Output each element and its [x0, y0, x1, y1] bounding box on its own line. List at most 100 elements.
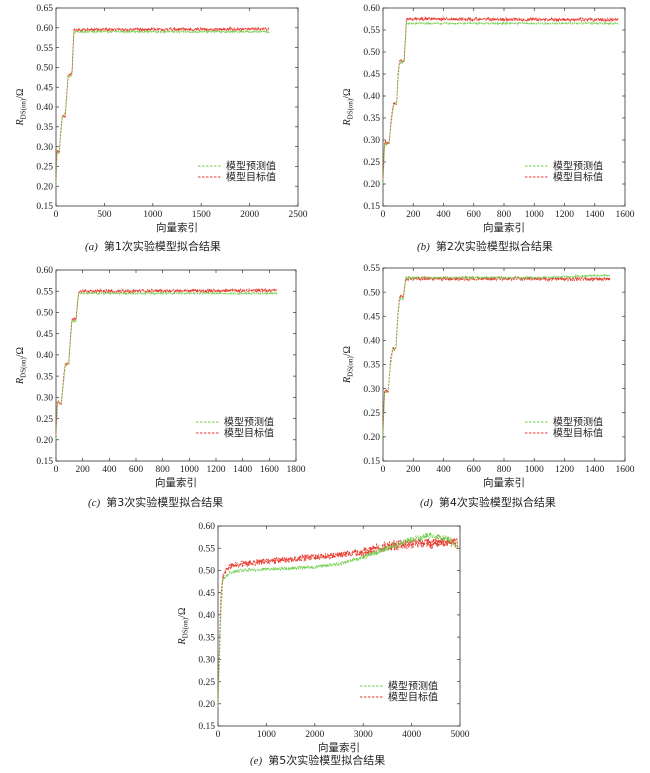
y-tick-label: 0.45: [363, 70, 380, 80]
x-tick-label: 1200: [555, 210, 574, 220]
series-line-predicted: [55, 29, 270, 186]
y-tick-label: 0.35: [363, 114, 380, 124]
series-line-predicted: [55, 291, 278, 440]
x-tick-label: 1400: [585, 465, 604, 475]
x-tick-label: 200: [76, 465, 91, 475]
x-tick-label: 1600: [260, 465, 279, 475]
plot-frame: [55, 269, 297, 462]
y-tick-label: 0.45: [36, 330, 53, 340]
y-tick-label: 0.35: [36, 123, 53, 133]
y-tick-label: 0.30: [198, 656, 215, 666]
y-tick-label: 0.45: [198, 589, 215, 599]
plot-frame: [217, 525, 461, 727]
x-tick-label: 600: [467, 210, 482, 220]
y-tick-label: 0.60: [36, 266, 53, 276]
x-tick-label: 1000: [525, 210, 544, 220]
x-tick-label: 2000: [305, 730, 324, 740]
legend-label: 模型预测值: [553, 160, 603, 173]
y-tick-label: 0.35: [363, 361, 380, 371]
y-tick-label: 0.65: [36, 4, 53, 14]
y-tick-label: 0.20: [363, 180, 380, 190]
series-line-target: [55, 26, 270, 182]
x-tick-label: 3000: [354, 730, 373, 740]
x-tick-label: 1600: [616, 210, 635, 220]
x-tick-label: 1000: [257, 730, 276, 740]
x-axis-label: 向量索引: [156, 221, 198, 234]
y-tick-label: 0.60: [198, 522, 215, 532]
series-line-target: [217, 536, 459, 698]
x-tick-label: 1000: [143, 210, 162, 220]
y-tick-label: 0.35: [198, 633, 215, 643]
y-tick-label: 0.60: [36, 24, 53, 34]
series-line-predicted: [382, 20, 620, 184]
y-tick-label: 0.55: [198, 544, 215, 554]
legend-label: 模型预测值: [388, 680, 438, 693]
y-tick-label: 0.30: [36, 143, 53, 153]
y-tick-label: 0.55: [363, 264, 380, 274]
y-tick-label: 0.25: [198, 678, 215, 688]
x-tick-label: 0: [216, 730, 221, 740]
legend-label: 模型预测值: [224, 416, 274, 429]
y-tick-label: 0.35: [36, 372, 53, 382]
y-tick-label: 0.40: [363, 337, 380, 347]
caption-b: (b) 第2次实验模型拟合结果: [417, 240, 553, 253]
y-tick-label: 0.45: [363, 312, 380, 322]
y-tick-label: 0.30: [36, 394, 53, 404]
x-tick-label: 1200: [555, 465, 574, 475]
y-tick-label: 0.50: [363, 48, 380, 58]
legend-label: 模型目标值: [553, 427, 603, 440]
legend-label: 模型预测值: [226, 160, 276, 173]
caption-c: (c) 第3次实验模型拟合结果: [88, 496, 224, 509]
x-axis-label: 向量索引: [483, 221, 525, 234]
x-tick-label: 1200: [207, 465, 226, 475]
x-tick-label: 600: [129, 465, 144, 475]
series-line-target: [382, 16, 620, 179]
x-tick-label: 0: [54, 465, 59, 475]
x-tick-label: 0: [381, 210, 386, 220]
y-tick-label: 0.45: [36, 83, 53, 93]
x-tick-label: 800: [156, 465, 171, 475]
y-tick-label: 0.15: [363, 202, 380, 212]
x-tick-label: 1000: [525, 465, 544, 475]
y-tick-label: 0.20: [36, 182, 53, 192]
y-tick-label: 0.20: [363, 433, 380, 443]
x-tick-label: 1400: [233, 465, 252, 475]
x-tick-label: 5000: [451, 730, 470, 740]
x-tick-label: 0: [381, 465, 386, 475]
x-tick-label: 1400: [585, 210, 604, 220]
y-axis-label: RDS(on)/Ω: [177, 608, 190, 646]
y-tick-label: 0.40: [36, 103, 53, 113]
legend-label: 模型目标值: [226, 171, 276, 184]
y-tick-label: 0.15: [198, 722, 215, 732]
x-axis-label: 向量索引: [318, 741, 360, 754]
y-tick-label: 0.30: [363, 136, 380, 146]
y-tick-label: 0.40: [363, 92, 380, 102]
y-axis-label: RDS(on)/Ω: [342, 346, 355, 384]
x-tick-label: 4000: [402, 730, 421, 740]
y-axis-label: RDS(on)/Ω: [15, 347, 28, 385]
y-tick-label: 0.55: [363, 26, 380, 36]
x-tick-label: 500: [97, 210, 112, 220]
y-tick-label: 0.15: [363, 457, 380, 467]
chart-a: 0 500 1000 1500 2000 2500 0.15 0.20 0.25 0.30 0.35…: [15, 4, 308, 234]
x-tick-label: 400: [436, 210, 451, 220]
x-tick-label: 1000: [180, 465, 199, 475]
y-tick-label: 0.50: [198, 567, 215, 577]
x-tick-label: 200: [406, 465, 421, 475]
y-axis-label: RDS(on)/Ω: [15, 89, 28, 127]
caption-e: (e) 第5次实验模型拟合结果: [250, 754, 386, 767]
legend-label: 模型预测值: [553, 416, 603, 429]
x-tick-label: 2000: [240, 210, 259, 220]
y-tick-label: 0.50: [363, 288, 380, 298]
y-tick-label: 0.15: [36, 457, 53, 467]
y-tick-label: 0.40: [36, 351, 53, 361]
y-tick-label: 0.55: [36, 44, 53, 54]
x-tick-label: 400: [102, 465, 117, 475]
y-tick-label: 0.25: [363, 158, 380, 168]
series-line-target: [55, 287, 278, 435]
x-tick-label: 1600: [616, 465, 635, 475]
y-tick-label: 0.50: [36, 309, 53, 319]
chart-b: 0 200 400 600 800 1000 1200 1400 1600 0.15 0.20 0.2…: [342, 4, 635, 234]
y-tick-label: 0.55: [36, 287, 53, 297]
chart-d: 0 200 400 600 800 1000 1200 1400 1600 0.15 0.20 0.2…: [342, 264, 635, 489]
